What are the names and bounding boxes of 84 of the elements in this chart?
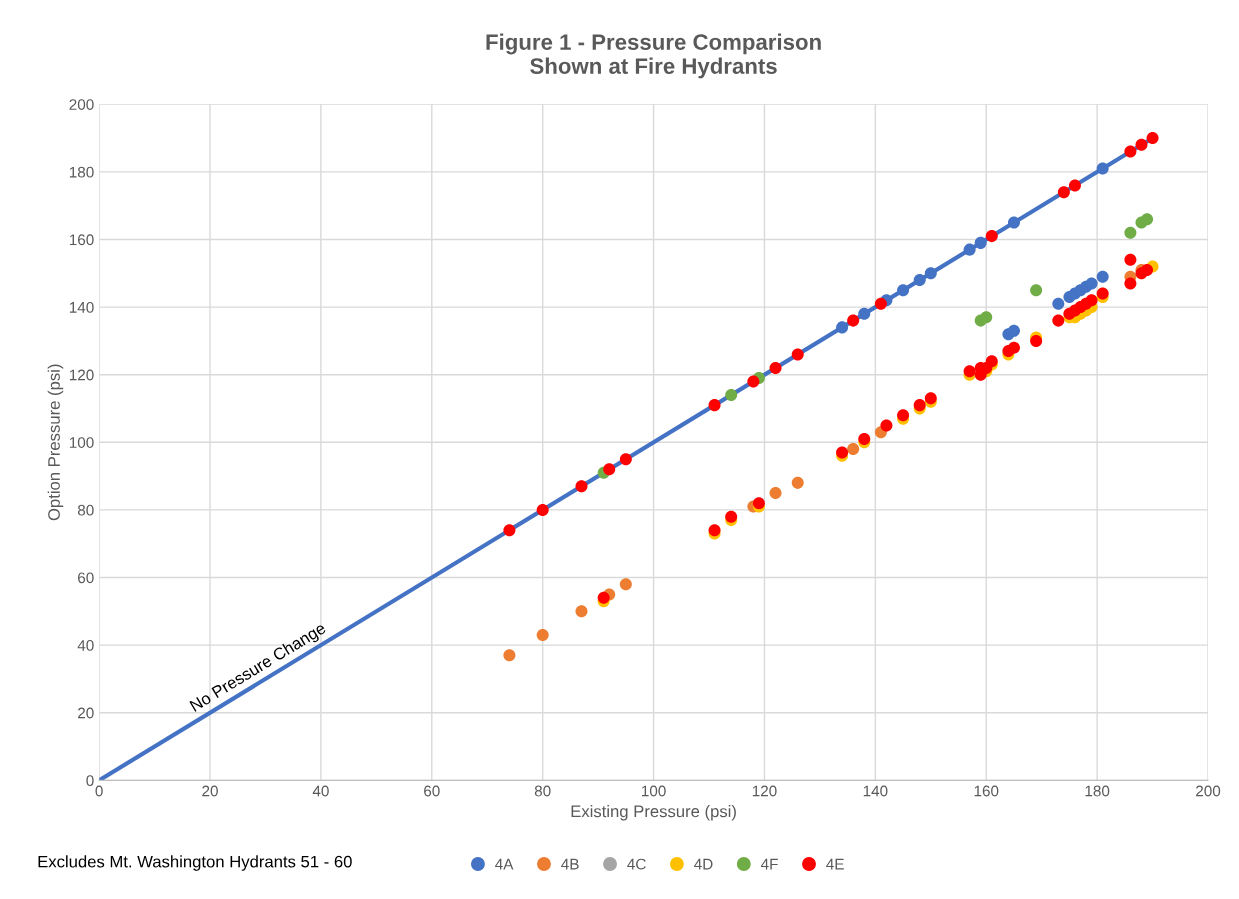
x-tick-label: 140 (863, 785, 888, 797)
x-tick-label: 100 (641, 785, 666, 797)
point (1124, 253, 1137, 266)
point (708, 399, 721, 412)
y-tick-label: 180 (69, 166, 94, 178)
x-tick-label: 120 (752, 785, 777, 797)
point (725, 388, 738, 401)
point (769, 361, 782, 374)
x-tick-label: 60 (424, 785, 440, 797)
text: Excludes Mt. Washington Hydrants 51 - 60 (38, 855, 352, 871)
point (985, 230, 998, 243)
point (924, 267, 937, 280)
point (1146, 132, 1159, 145)
point (1124, 145, 1137, 158)
point (1057, 186, 1070, 199)
point (858, 432, 871, 445)
point (747, 375, 760, 388)
point (619, 578, 632, 591)
point (880, 419, 893, 432)
point (874, 297, 887, 310)
point (1135, 138, 1148, 151)
y-tick-label: 80 (77, 504, 94, 516)
point (1068, 179, 1081, 192)
point (980, 311, 993, 324)
x-tick-label: 200 (1196, 785, 1221, 797)
y-tick-label: 20 (78, 707, 94, 719)
y-tick-label: 60 (78, 572, 94, 584)
legend-label: 4F (760, 858, 778, 870)
point (503, 524, 516, 537)
point (1007, 341, 1020, 354)
x-tick-label: 40 (312, 785, 329, 797)
x-tick-label: 160 (974, 785, 999, 797)
point (603, 463, 616, 476)
point (963, 243, 976, 256)
point (536, 503, 549, 516)
point (847, 443, 860, 456)
point (974, 236, 987, 249)
point (1030, 284, 1043, 297)
x-axis-title: Existing Pressure (psi) (571, 804, 736, 821)
point (597, 591, 610, 604)
x-tick-label: 80 (534, 785, 551, 797)
x-tick-label: 0 (95, 785, 103, 797)
x-tick-label: 20 (202, 785, 218, 797)
point (1124, 226, 1137, 239)
point (897, 284, 910, 297)
y-tick-label: 120 (69, 369, 94, 381)
legend-label: 4B (561, 858, 579, 870)
point (858, 307, 871, 320)
point (503, 649, 516, 662)
y-tick-label: 140 (69, 301, 94, 313)
point (619, 453, 632, 466)
point (836, 321, 849, 334)
point (1085, 294, 1098, 307)
point (847, 314, 860, 327)
legend-label: 4E (826, 858, 844, 870)
chart-title: Figure 1 - Pressure Comparison Shown at Fire Hydrants (486, 33, 821, 79)
y-tick-label: 0 (86, 775, 94, 787)
point (791, 476, 804, 489)
point (1141, 213, 1154, 226)
point (575, 480, 588, 493)
point (1141, 263, 1154, 276)
point (725, 510, 738, 523)
point (1085, 277, 1098, 290)
y-tick-label: 160 (69, 234, 94, 246)
point (1052, 297, 1065, 310)
point (536, 628, 549, 641)
point (1096, 162, 1109, 175)
y-tick-label: 40 (77, 639, 94, 651)
y-tick-label: 200 (69, 99, 94, 110)
point (1096, 270, 1109, 283)
legend-label: 4C (627, 858, 646, 870)
point (769, 487, 782, 500)
point (791, 348, 804, 361)
legend-label: 4D (694, 858, 713, 870)
x-tick-label: 180 (1085, 785, 1110, 797)
point (1007, 324, 1020, 337)
y-tick-label: 100 (69, 437, 94, 448)
point (1052, 314, 1065, 327)
point (913, 274, 926, 287)
point (575, 605, 588, 618)
point (1124, 277, 1137, 290)
legend-label: 4A (495, 858, 514, 870)
y-axis-title: Option Pressure (psi) (47, 364, 64, 521)
point (1007, 216, 1020, 229)
